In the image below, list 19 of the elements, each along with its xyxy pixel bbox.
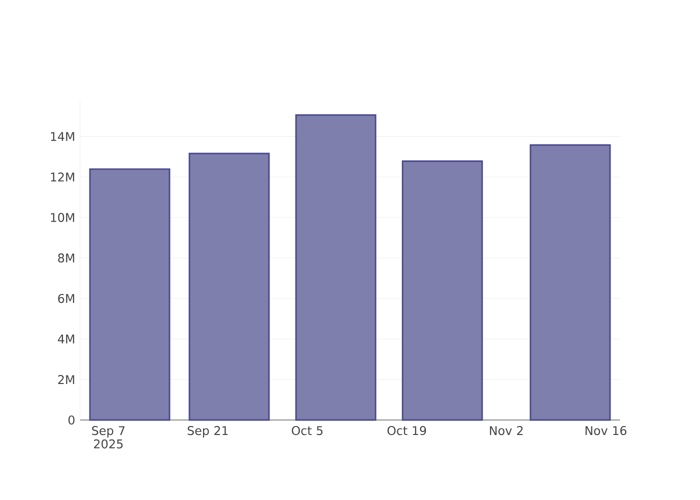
- x-tick-label: Sep 21: [188, 426, 228, 438]
- x-tick-label: Oct 5: [292, 426, 322, 436]
- x-tick-label: Nov 2: [490, 426, 523, 436]
- y-tick-label: 12M: [50, 172, 74, 182]
- bar: [530, 144, 611, 421]
- x-tick-label: Nov 16: [586, 426, 626, 436]
- y-tick-label: 0: [68, 415, 74, 425]
- y-tick-label: 14M: [50, 132, 74, 141]
- y-tick-label: 10M: [50, 212, 74, 222]
- x-tick-label: Oct 19: [387, 426, 426, 436]
- bar: [89, 168, 170, 421]
- y-tick-label: 8M: [58, 253, 74, 263]
- y-tick-label: 6M: [58, 294, 74, 304]
- bar: [402, 160, 483, 421]
- bar: [295, 114, 376, 421]
- y-tick-label: 2M: [58, 375, 74, 384]
- bar: [188, 152, 270, 421]
- x-tick-label: Sep 7 2025: [92, 426, 125, 448]
- y-tick-label: 4M: [58, 334, 74, 344]
